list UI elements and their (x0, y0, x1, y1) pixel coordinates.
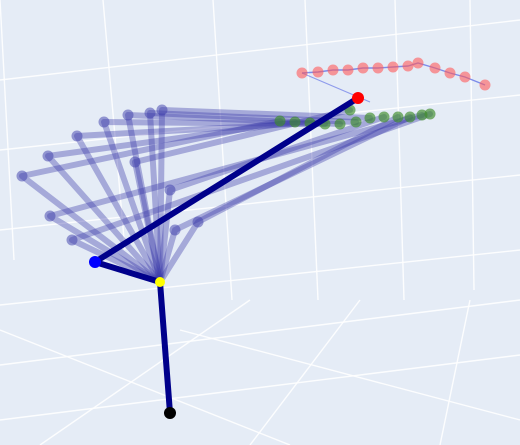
effector-trail-point-6 (364, 112, 376, 124)
shoulder-joint (155, 277, 165, 287)
ghost-elbow-1 (42, 150, 54, 162)
grid-line-5 (0, 0, 15, 261)
effector-trail-point-4 (334, 118, 346, 130)
effector-trail-point-1 (289, 116, 301, 128)
elbow-joint (89, 256, 101, 268)
target-trail-point-7 (402, 60, 414, 72)
target-point (352, 92, 364, 104)
grid-line-1 (212, 0, 233, 301)
grid-line-15 (0, 329, 291, 445)
grid-line-16 (179, 329, 520, 421)
target-trail-point-12 (479, 79, 491, 91)
effector-trail-point-10 (416, 109, 428, 121)
trail-paths (274, 57, 491, 130)
ghost-elbow-12 (129, 156, 141, 168)
target-trail-point-6 (387, 61, 399, 73)
target-trail-point-11 (459, 71, 471, 83)
effector-trail-point-7 (378, 111, 390, 123)
ghost-elbow-6 (156, 104, 168, 116)
grid-line-12 (39, 299, 251, 445)
grid-line-9 (0, 249, 520, 306)
grid-line-11 (0, 354, 520, 421)
target-trail-point-4 (357, 62, 369, 74)
target-trail-point-10 (444, 67, 456, 79)
ghost-elbow-10 (44, 210, 56, 222)
ghost-elbow-4 (122, 109, 134, 121)
ghost-elbow-5 (144, 107, 156, 119)
grid-line-3 (394, 0, 405, 301)
ghost-elbow-9 (169, 224, 181, 236)
ghost-elbow-3 (98, 116, 110, 128)
grid-line-10 (0, 299, 520, 366)
ghost-elbow-0 (16, 170, 28, 182)
effector-trail-point-5 (350, 116, 362, 128)
ghost-elbow-8 (192, 216, 204, 228)
effector-trail-point-0 (274, 115, 286, 127)
target-trail-point-0 (296, 67, 308, 79)
target-trail-point-2 (327, 64, 339, 76)
base-joint (164, 407, 176, 419)
ghost-elbow-11 (66, 234, 78, 246)
grid-line-0 (102, 0, 126, 251)
current-arm-pose (89, 92, 364, 419)
target-trail-point-3 (342, 64, 354, 76)
effector-trail-point-8 (392, 111, 404, 123)
grid-line-2 (304, 0, 319, 301)
effector-trail-point-9 (404, 111, 416, 123)
grid-line-14 (439, 299, 471, 445)
ghost-elbow-7 (164, 184, 176, 196)
target-trail-point-5 (372, 62, 384, 74)
target-trail-point-1 (312, 66, 324, 78)
grid-line-13 (249, 299, 361, 445)
current-arm-links (92, 95, 361, 416)
target-trail-point-9 (429, 62, 441, 74)
target-trail-point-8 (412, 57, 424, 69)
grid-line-8 (0, 174, 520, 231)
effector-trail-point-11 (424, 108, 436, 120)
grid-line-4 (469, 0, 475, 291)
ghost-elbow-2 (71, 130, 83, 142)
grid-line-7 (0, 94, 520, 151)
grid-line-6 (0, 19, 520, 81)
